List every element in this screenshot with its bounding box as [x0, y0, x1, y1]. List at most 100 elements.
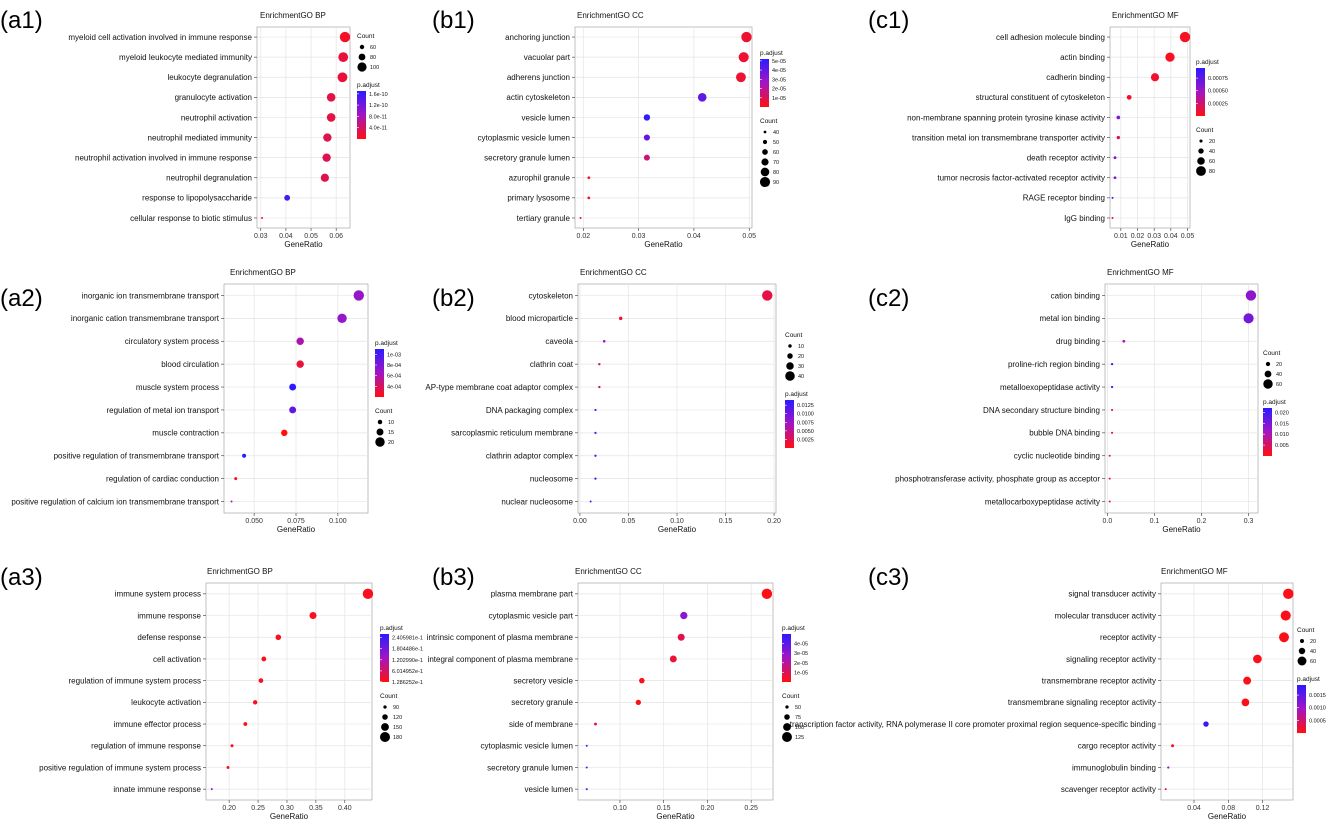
- x-tick-label: 0.20: [701, 805, 715, 812]
- size-legend-title: Count: [1263, 350, 1281, 357]
- category-label: intrinsic component of plasma membrane: [427, 633, 574, 642]
- data-point: [598, 385, 601, 389]
- data-point: [594, 408, 597, 412]
- color-legend: p.adjust 0.00075 0.00050 0.00025: [1196, 59, 1228, 116]
- color-tick-label: 1e-05: [772, 96, 786, 102]
- size-key: [376, 428, 384, 436]
- size-key: [359, 44, 365, 50]
- size-key-label: 40: [773, 130, 779, 136]
- size-legend-title: Count: [375, 408, 393, 415]
- x-axis-title: GeneRatio: [284, 240, 323, 249]
- data-point: [1110, 363, 1114, 366]
- category-label: AP-type membrane coat adaptor complex: [425, 383, 573, 392]
- size-key-label: 90: [393, 705, 399, 711]
- y-axis-labels: myeloid cell activation involved in immu…: [68, 33, 257, 223]
- size-key-label: 50: [795, 705, 801, 711]
- category-label: cytoskeleton: [529, 291, 573, 300]
- data-point: [326, 93, 336, 102]
- category-label: clathrin coat: [530, 360, 574, 369]
- color-tick-label: 3e-05: [794, 651, 808, 657]
- size-key: [357, 62, 367, 72]
- category-label: IgG binding: [1064, 214, 1105, 223]
- x-axis: 0.01 0.02 0.03 0.04 0.05 GeneRatio: [1114, 228, 1194, 249]
- data-points: [1108, 290, 1257, 503]
- size-key-label: 80: [370, 55, 376, 61]
- color-tick-label: 1.6e-10: [369, 92, 388, 98]
- category-label: adherens junction: [507, 73, 570, 82]
- size-key-label: 180: [393, 735, 402, 741]
- data-point: [1280, 610, 1291, 621]
- data-point: [618, 316, 623, 321]
- category-label: proline-rich region binding: [1008, 360, 1100, 369]
- size-key: [1263, 379, 1273, 389]
- category-label: scavenger receptor activity: [1061, 785, 1156, 794]
- data-points: [1164, 588, 1294, 791]
- color-legend-title: p.adjust: [782, 625, 805, 632]
- category-label: neutrophil mediated immunity: [148, 133, 253, 142]
- color-tick-label: 0.0025: [797, 437, 814, 443]
- data-point: [1113, 156, 1117, 160]
- plot-area: [205, 582, 373, 801]
- size-key: [760, 167, 770, 177]
- data-point: [602, 339, 606, 343]
- data-point: [669, 655, 677, 663]
- category-label: vacuolar part: [524, 53, 571, 62]
- category-label: transmembrane receptor activity: [1042, 676, 1156, 685]
- data-point: [323, 133, 332, 142]
- size-legend: Count 60 80 100: [357, 33, 379, 72]
- plot-area: [1104, 283, 1259, 514]
- data-points: [589, 290, 773, 503]
- color-tick-label: 4e-05: [794, 642, 808, 648]
- x-axis: 0.0 0.1 0.2 0.3 GeneRatio: [1102, 513, 1254, 534]
- x-axis-title: GeneRatio: [1162, 525, 1201, 534]
- color-tick-label: 1.202990e-1: [392, 658, 423, 664]
- y-axis-labels: inorganic ion transmembrane transport ino…: [11, 291, 224, 506]
- data-point: [585, 744, 588, 747]
- category-label: cell adhesion molecule binding: [996, 33, 1105, 42]
- color-tick-label: 2e-05: [772, 87, 786, 93]
- data-point: [1113, 176, 1117, 180]
- category-label: regulation of metal ion transport: [106, 406, 219, 415]
- size-key-label: 60: [1310, 659, 1316, 665]
- category-label: regulation of cardiac conduction: [106, 474, 219, 483]
- category-label: receptor activity: [1100, 633, 1156, 642]
- color-tick-label: 4e-05: [772, 68, 786, 74]
- data-point: [594, 477, 597, 480]
- color-tick-label: 6.014952e-1: [392, 669, 423, 675]
- size-key-label: 80: [1209, 169, 1215, 175]
- color-tick-label: 0.0100: [797, 412, 814, 418]
- size-legend: Count 20 40 60 80: [1196, 127, 1215, 176]
- data-point: [309, 612, 317, 620]
- y-axis-labels: immune system process immune response defe…: [39, 590, 206, 794]
- color-tick-label: 8.0e-11: [369, 114, 387, 120]
- color-tick-label: 0.0010: [1309, 706, 1326, 712]
- category-label: DNA packaging complex: [486, 406, 573, 415]
- color-bar: [375, 349, 384, 397]
- category-label: neutrophil activation: [181, 113, 252, 122]
- x-tick-label: 0.05: [742, 233, 756, 240]
- size-key: [1300, 639, 1304, 643]
- size-key-label: 20: [1209, 139, 1215, 145]
- x-tick-label: 0.30: [280, 805, 294, 812]
- panel-label: (b1): [432, 7, 475, 34]
- color-bar: [1196, 68, 1205, 116]
- size-legend-title: Count: [1297, 627, 1315, 634]
- data-point: [242, 453, 247, 458]
- x-tick-label: 0.06: [329, 233, 343, 240]
- size-key-label: 90: [773, 180, 779, 186]
- color-tick-label: 0.020: [1275, 410, 1289, 416]
- size-key-label: 20: [798, 354, 804, 360]
- plot-area: [574, 26, 753, 229]
- category-label: cyclic nucleotide binding: [1014, 452, 1100, 461]
- color-legend-title: p.adjust: [375, 340, 398, 347]
- size-key: [381, 723, 389, 731]
- category-label: metalloexopeptidase activity: [1000, 383, 1100, 392]
- size-key-label: 70: [773, 160, 779, 166]
- size-key-label: 15: [388, 430, 394, 436]
- data-point: [1165, 52, 1175, 62]
- color-legend: p.adjust 0.0015 0.0010 0.0005: [1297, 676, 1326, 733]
- x-axis: 0.04 0.08 0.12 GeneRatio: [1187, 800, 1269, 821]
- size-key-label: 50: [773, 140, 779, 146]
- size-key-label: 125: [795, 735, 804, 741]
- x-tick-label: 0.10: [670, 518, 684, 525]
